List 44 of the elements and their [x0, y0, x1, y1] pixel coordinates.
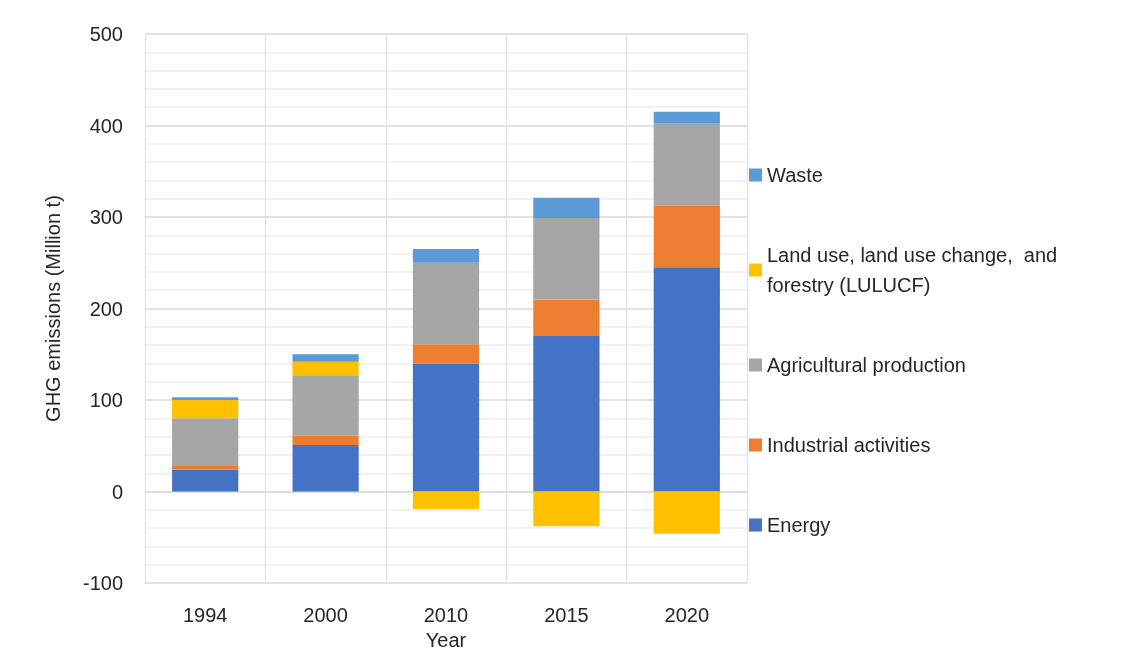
bar — [292, 444, 359, 492]
legend-label: Waste — [767, 164, 823, 186]
bar — [412, 262, 480, 345]
bar — [533, 491, 600, 527]
bar — [533, 299, 600, 337]
bar — [292, 361, 359, 376]
x-tick-label: 2020 — [664, 604, 710, 627]
legend-label: Industrial activities — [767, 434, 931, 456]
y-tick-label: 200 — [89, 297, 123, 320]
legend-label: Agricultural production — [767, 354, 966, 376]
bar — [412, 344, 480, 364]
y-tick-label: 400 — [89, 114, 123, 137]
x-axis-title: Year — [425, 629, 467, 651]
bar — [653, 491, 720, 534]
bar — [653, 205, 720, 268]
bar — [292, 435, 359, 445]
bar — [172, 400, 239, 419]
bar — [172, 465, 239, 470]
bar — [292, 354, 359, 362]
bar — [412, 491, 480, 509]
bar — [533, 336, 600, 492]
bar — [533, 217, 600, 300]
bar — [653, 123, 720, 206]
bar — [172, 397, 239, 401]
bar — [172, 418, 239, 466]
y-tick-label: 300 — [89, 206, 123, 229]
bar — [653, 111, 720, 124]
bar — [172, 469, 239, 492]
x-tick-label: 2000 — [303, 604, 348, 627]
y-tick-label: 0 — [111, 480, 123, 503]
bar — [653, 267, 720, 492]
x-tick-label: 2015 — [544, 604, 589, 627]
legend-label: Land use, land use change, and forestry (LULUCF) — [767, 244, 1063, 296]
y-tick-label: 500 — [89, 23, 123, 45]
x-tick-label: 2010 — [423, 604, 469, 627]
y-tick-label: 100 — [89, 389, 123, 412]
legend-label: Energy — [767, 514, 831, 536]
x-tick-label: 1994 — [182, 604, 228, 627]
y-axis-title: GHG emissions (Million t) — [42, 195, 64, 422]
y-tick-label: -100 — [82, 572, 123, 595]
bar — [412, 363, 480, 492]
bar — [533, 197, 600, 218]
bar — [412, 249, 480, 263]
bar — [292, 375, 359, 436]
